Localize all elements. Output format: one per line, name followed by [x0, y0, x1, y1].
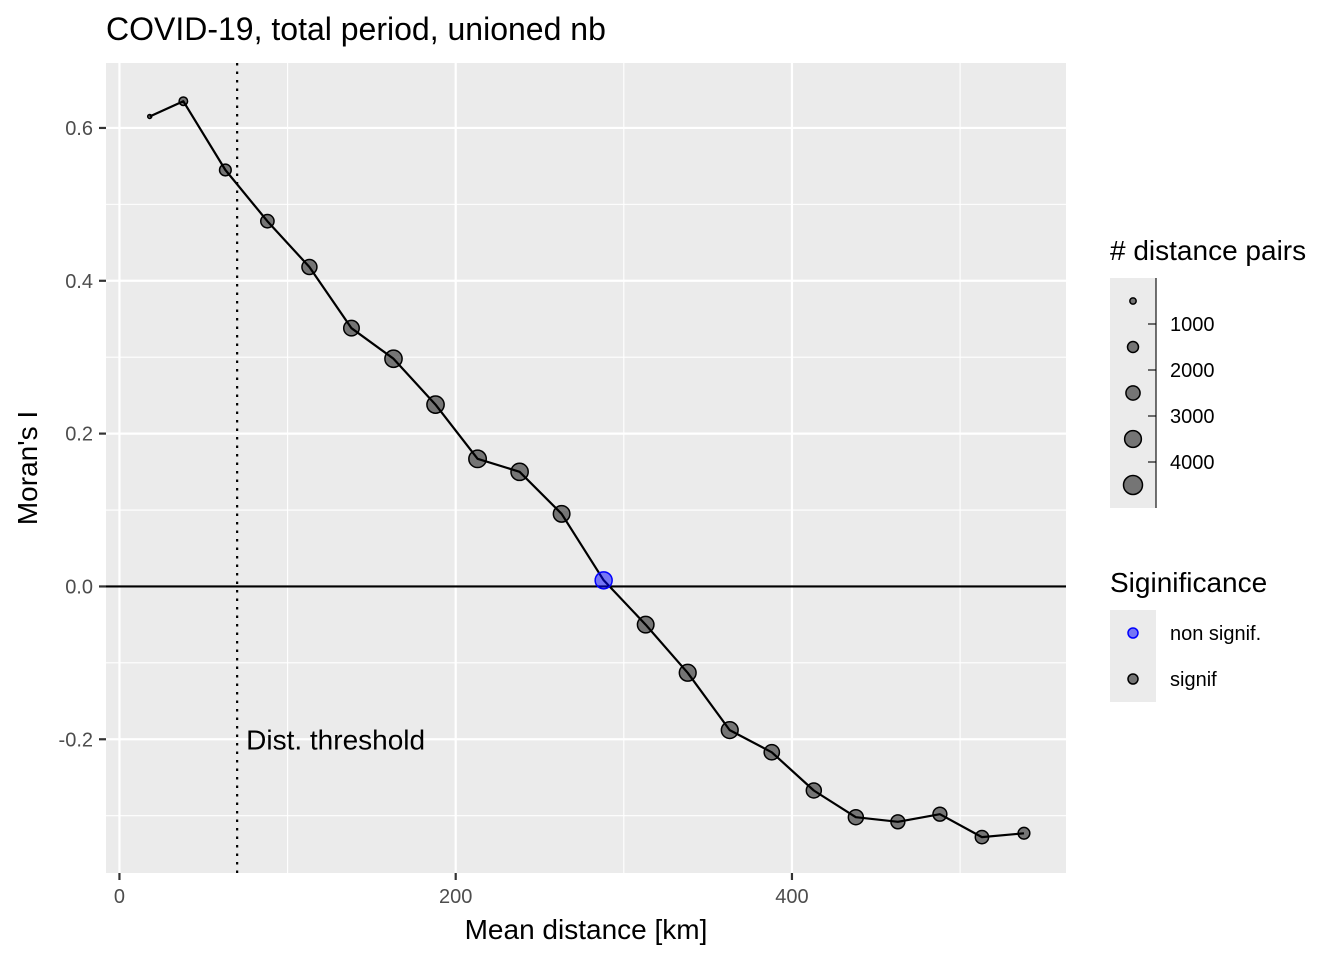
y-tick-label: 0.6	[65, 118, 93, 140]
data-points	[146, 96, 1031, 845]
data-point	[468, 449, 488, 469]
data-point	[636, 615, 655, 634]
legend-size-title: # distance pairs	[1110, 235, 1306, 266]
data-point	[932, 806, 948, 822]
legend-color-key	[1127, 627, 1139, 639]
legend-significance: Siginificance non signif. signif	[1110, 567, 1267, 702]
legend-size-key	[1123, 429, 1143, 449]
legend-color-label: signif	[1170, 669, 1217, 691]
data-point	[260, 213, 275, 229]
data-point	[146, 113, 153, 120]
x-axis-title: Mean distance [km]	[465, 914, 708, 945]
data-point	[594, 571, 613, 590]
distance-threshold-label: Dist. threshold	[246, 724, 425, 755]
data-point	[301, 258, 318, 276]
data-point	[678, 663, 697, 682]
x-axis: 0 200 400	[114, 873, 809, 908]
data-point	[847, 808, 865, 826]
x-tick-label: 0	[114, 886, 125, 908]
data-point	[218, 163, 232, 177]
data-point	[426, 395, 445, 414]
data-point	[552, 504, 571, 523]
grid-minor	[106, 63, 1066, 873]
y-tick-label: 0.0	[65, 576, 93, 598]
legend-distance-pairs: # distance pairs 1000 2000 3000 4000	[1110, 235, 1306, 508]
legend-size-key	[1125, 385, 1141, 401]
x-tick-label: 200	[439, 886, 472, 908]
data-point	[763, 743, 781, 761]
data-point	[805, 782, 823, 799]
legend-color-title: Siginificance	[1110, 567, 1267, 598]
reference-lines	[106, 63, 1066, 873]
data-point	[720, 720, 739, 740]
annotations: Dist. threshold	[246, 724, 425, 755]
legend-size-key	[1129, 297, 1137, 305]
legend-size-label: 2000	[1170, 360, 1215, 382]
legend-size-key	[1126, 340, 1140, 354]
data-point	[342, 319, 360, 337]
data-point	[510, 462, 529, 482]
legend-color-label: non signif.	[1170, 623, 1261, 645]
y-tick-label: -0.2	[59, 729, 93, 751]
data-point	[890, 814, 906, 830]
legend-size-key	[1122, 474, 1144, 496]
series-line-group	[149, 100, 1025, 839]
legend-size-label: 1000	[1170, 314, 1215, 336]
legend-size-label: 3000	[1170, 406, 1215, 428]
data-point	[974, 829, 990, 845]
y-axis-title: Moran's I	[12, 411, 43, 525]
plot-panel	[106, 63, 1066, 873]
legend-color-key	[1127, 673, 1139, 685]
grid-major	[106, 63, 1066, 873]
data-point	[1017, 826, 1031, 840]
data-point	[384, 349, 403, 369]
chart-title: COVID-19, total period, unioned nb	[106, 11, 606, 47]
series-line	[149, 100, 1025, 839]
legend-size-label: 4000	[1170, 452, 1215, 474]
y-axis: -0.2 0.0 0.2 0.4 0.6	[59, 118, 106, 751]
y-tick-label: 0.2	[65, 424, 93, 446]
data-point	[178, 96, 189, 107]
y-tick-label: 0.4	[65, 271, 93, 293]
x-tick-label: 400	[775, 886, 808, 908]
